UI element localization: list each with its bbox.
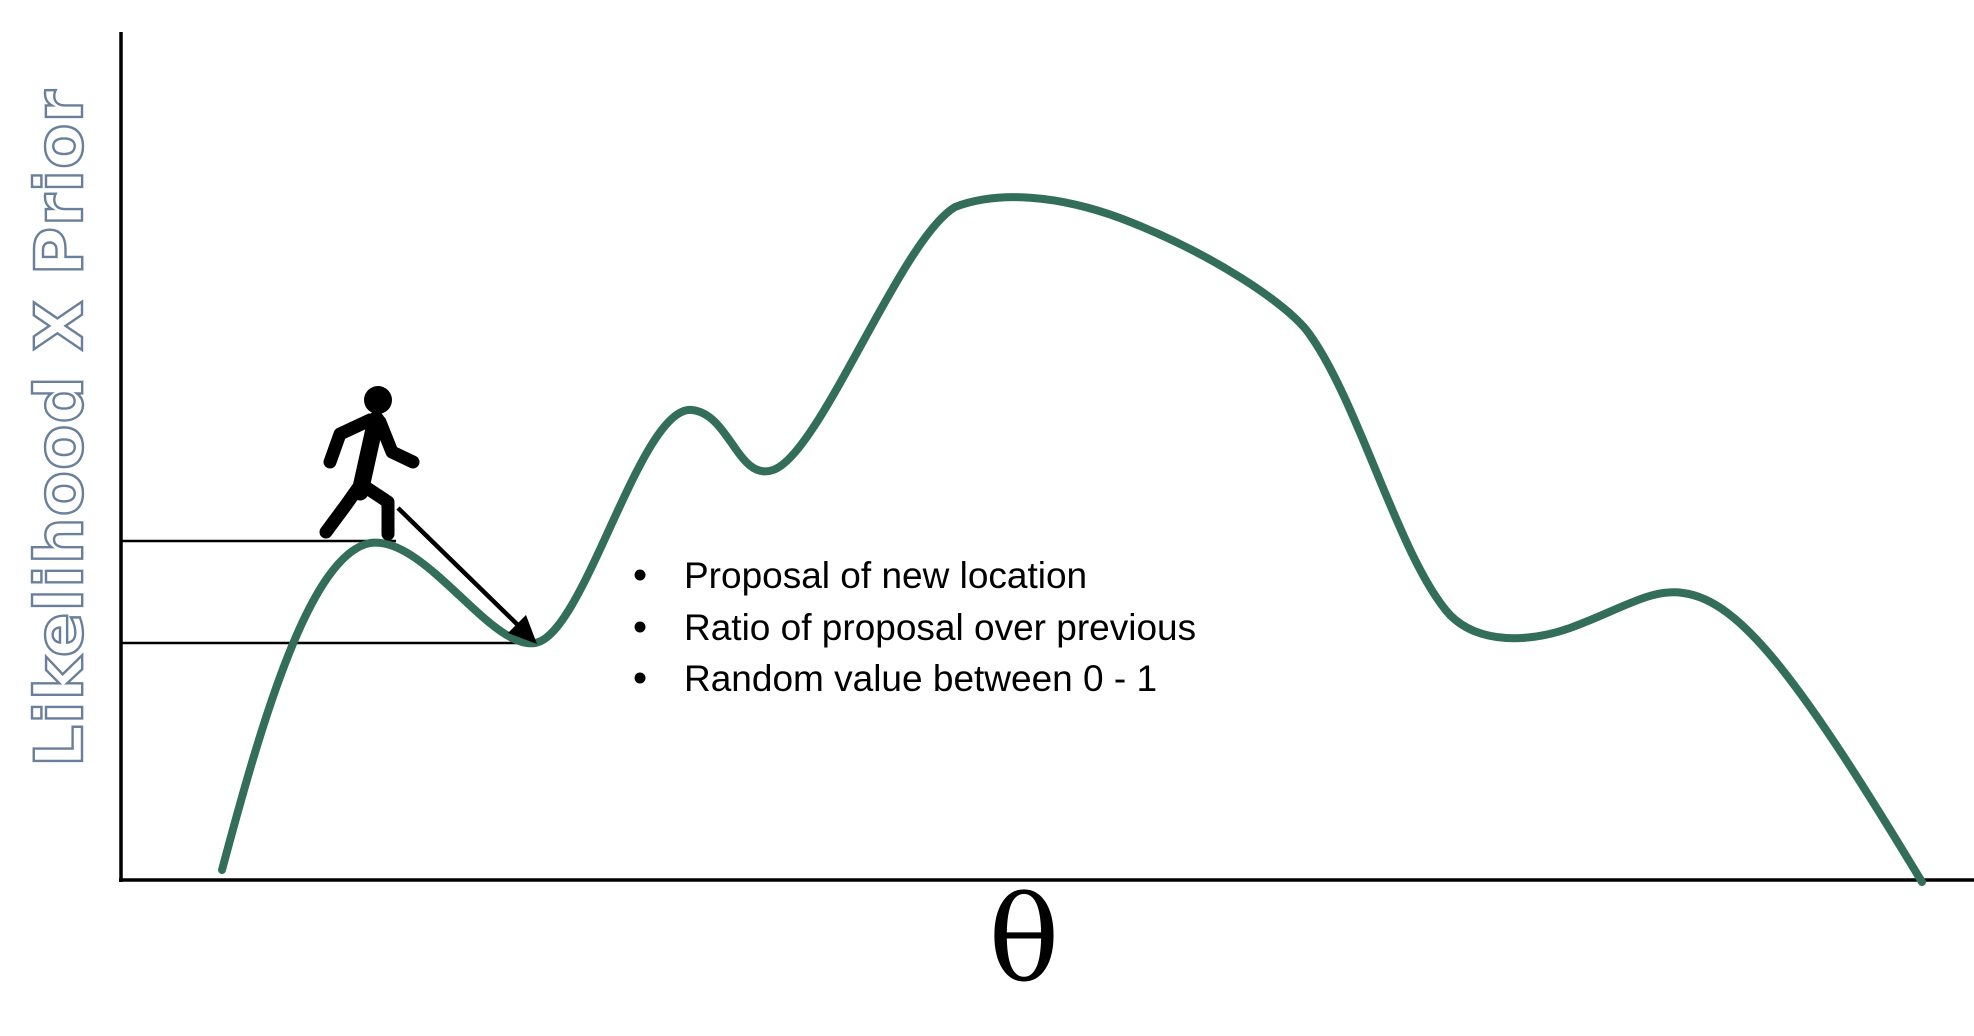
bullet-list: Proposal of new location Ratio of propos… (634, 555, 1196, 699)
bullet-item: Proposal of new location (684, 555, 1087, 596)
bullet-dot (634, 569, 646, 581)
proposal-arrow-icon (396, 506, 537, 644)
bullet-item: Ratio of proposal over previous (684, 607, 1196, 648)
x-axis-label: θ (988, 870, 1059, 1008)
bullet-item: Random value between 0 - 1 (684, 658, 1157, 699)
walking-person-icon (319, 386, 420, 541)
y-axis-label: Likelihood X Prior (21, 89, 98, 767)
posterior-curve (218, 193, 1926, 886)
bullet-dot (634, 621, 646, 633)
bullet-dot (634, 672, 646, 684)
